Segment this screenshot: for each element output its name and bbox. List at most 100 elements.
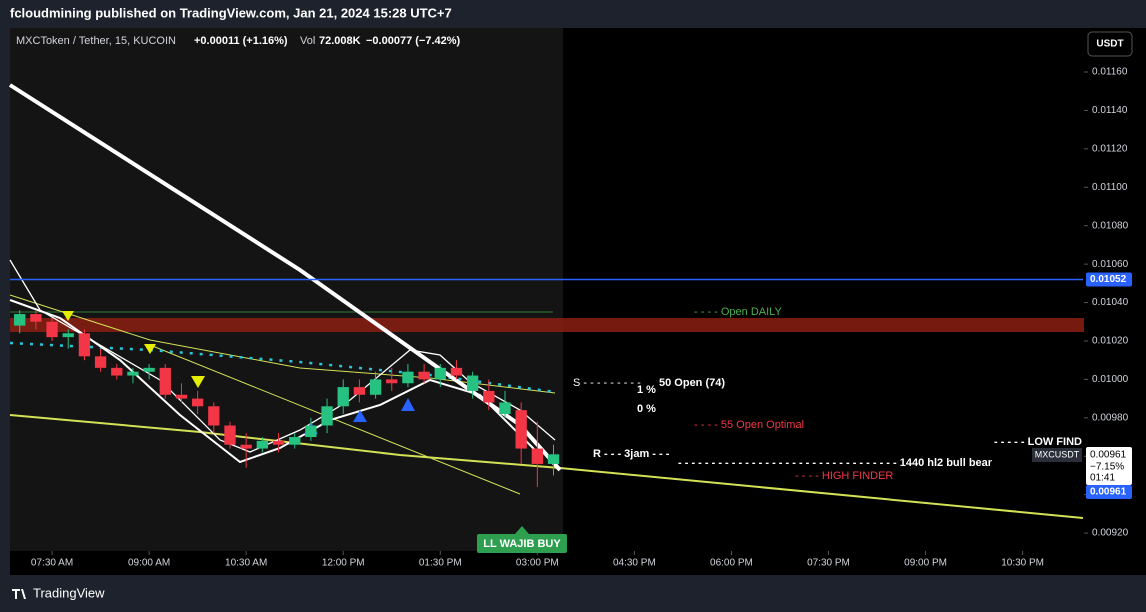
x-tick-label: 07:30 AM	[31, 558, 73, 569]
price-tag-pct: −7.15%	[1090, 462, 1124, 473]
annotation: - - - - - LOW FIND	[994, 436, 1082, 448]
candle-body	[272, 440, 285, 445]
currency-button-label[interactable]: USDT	[1096, 39, 1123, 50]
candle-body	[515, 410, 527, 449]
y-tick-label: 0.01140	[1092, 105, 1128, 116]
y-tick-label: 0.01080	[1092, 220, 1129, 231]
annotation: R - - - 3jam - - -	[593, 448, 670, 460]
x-tick-label: 07:30 PM	[807, 558, 850, 569]
buy-signal	[353, 410, 367, 422]
buy-signal	[401, 398, 415, 411]
legend-change2: −0.00077 (−7.42%)	[366, 35, 461, 47]
x-tick-label: 09:00 PM	[904, 558, 947, 569]
annotation: - - - - HIGH FINDER	[795, 470, 893, 482]
y-tick-label: 0.00980	[1092, 412, 1129, 423]
sell-signal	[144, 344, 156, 354]
price-line-tag-label: 0.01052	[1090, 274, 1127, 285]
brand: TradingView	[33, 585, 105, 600]
candle-body	[159, 367, 171, 395]
yellow-trend-main	[9, 414, 1084, 519]
candle-body	[14, 314, 26, 326]
candle-body	[289, 437, 301, 445]
x-tick-label: 06:00 PM	[710, 558, 753, 569]
price-tag-2-label: 0.00961	[1090, 487, 1127, 498]
price-tag	[1086, 447, 1132, 485]
candle-body	[111, 367, 123, 376]
x-tick-label: 03:00 PM	[516, 558, 559, 569]
y-tick-label: 0.01060	[1092, 259, 1129, 270]
legend-vol: 72.008K	[319, 35, 361, 47]
x-tick-label: 04:30 PM	[613, 558, 656, 569]
candle-body	[386, 379, 398, 384]
axes: 0.01160 0.01140 0.01120 0.01100 0.01080 0.010…	[10, 67, 1132, 569]
candles	[14, 310, 560, 487]
legend-change: +0.00011 (+1.16%)	[194, 35, 288, 47]
candle-body	[483, 390, 495, 403]
price-line-tag	[1086, 272, 1132, 287]
white-ma	[8, 83, 562, 472]
candle-body	[434, 367, 446, 380]
ll-buy-label: LL WAJIB BUY	[483, 538, 561, 550]
candle-body	[30, 314, 42, 322]
candle-body	[466, 375, 479, 391]
resistance-band	[10, 318, 1084, 332]
ll-buy-box	[477, 534, 567, 553]
candle-body	[127, 371, 139, 376]
publish-header: fcloudmining published on TradingView.co…	[10, 5, 452, 20]
x-tick-label: 10:30 PM	[1001, 558, 1044, 569]
annotation: - - - - Open DAILY	[694, 306, 782, 318]
x-tick-label: 12:00 PM	[322, 558, 365, 569]
legend-symbol: MXCToken / Tether, 15, KUCOIN	[16, 35, 176, 47]
candle-body	[46, 321, 58, 338]
candle-body	[175, 394, 188, 399]
price-tag-2	[1086, 485, 1132, 499]
candle-body	[305, 425, 317, 438]
brand-logo	[12, 589, 26, 599]
annotation: 0 %	[637, 403, 656, 415]
annotation: 50 Open (74)	[659, 377, 725, 389]
candle-body	[402, 371, 414, 384]
y-tick-label: 0.01020	[1092, 336, 1129, 347]
session-shade	[10, 28, 563, 551]
candle-body	[78, 333, 91, 357]
candle-body	[94, 356, 107, 368]
candle-body	[547, 454, 560, 464]
label-pointer	[515, 526, 529, 534]
x-tick-label: 01:30 PM	[419, 558, 462, 569]
candle-body	[191, 398, 204, 407]
annotation: 1 %	[637, 384, 656, 396]
candle-body	[62, 333, 74, 338]
candle-body	[369, 379, 382, 395]
annotation: S - - - - - - - - -	[573, 377, 641, 389]
currency-button[interactable]	[1087, 31, 1133, 57]
sell-signal	[62, 311, 74, 321]
candle-body	[418, 371, 430, 380]
candle-body	[337, 387, 349, 407]
y-tick-label: 0.01120	[1092, 143, 1128, 154]
price-tag-price: 0.00961	[1090, 450, 1127, 461]
y-tick-label: 0.01000	[1092, 374, 1129, 385]
sell-signal	[191, 376, 205, 388]
y-tick-label: 0.01040	[1092, 297, 1129, 308]
candle-body	[240, 444, 252, 449]
y-tick-label: 0.01160	[1092, 67, 1128, 78]
symbol-tag	[1032, 448, 1082, 462]
candle-body	[256, 440, 269, 449]
candle-body	[353, 387, 366, 395]
candle-body	[531, 448, 543, 464]
annotation: - - - - - - - - - - - - - - - - - - - - …	[678, 457, 993, 469]
candle-body	[321, 406, 333, 426]
x-tick-label: 09:00 AM	[128, 558, 170, 569]
candle-body	[450, 367, 463, 376]
candle-body	[143, 367, 155, 372]
y-tick-label: 0.01100	[1092, 182, 1128, 193]
legend-vol-label: Vol	[300, 35, 315, 47]
price-tag-countdown: 01:41	[1090, 473, 1115, 484]
annotation: - - - - 55 Open Optimal	[694, 419, 804, 431]
symbol-tag-label: MXCUSDT	[1035, 449, 1080, 459]
y-tick-label: 0.00920	[1092, 528, 1129, 539]
candle-body	[208, 406, 220, 426]
candle-body	[499, 402, 511, 414]
x-tick-label: 10:30 AM	[225, 558, 267, 569]
